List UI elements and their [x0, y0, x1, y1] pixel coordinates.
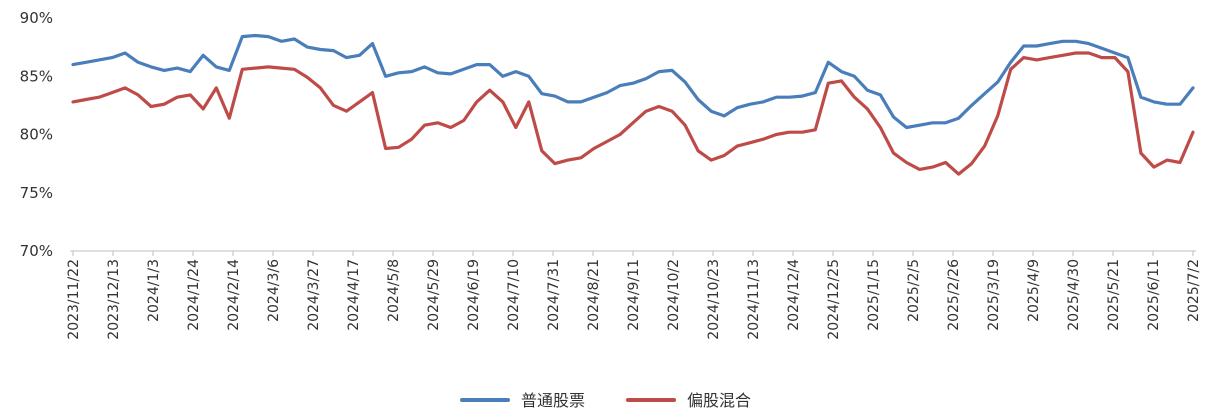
x-tick-label: 2024/10/23: [706, 259, 722, 340]
x-tick-label: 2025/2/26: [946, 259, 962, 331]
x-tick-label: 2024/10/2: [666, 259, 682, 331]
x-tick-label: 2023/11/22: [66, 259, 82, 340]
x-tick-label: 2024/9/11: [626, 259, 642, 331]
x-tick-label: 2024/12/4: [786, 259, 802, 331]
x-tick-label: 2024/1/3: [146, 259, 162, 322]
x-tick-label: 2024/12/25: [826, 259, 842, 340]
legend-label-1: 普通股票: [521, 391, 585, 410]
x-tick-label: 2024/7/31: [546, 259, 562, 331]
series-line-2: [71, 51, 1195, 176]
series-line-1: [71, 33, 1195, 130]
x-tick-label: 2025/2/5: [906, 259, 922, 322]
axes: 70% 75% 80% 85% 90% 2023/11/22 2023/12/13 2024/…: [20, 9, 1202, 340]
x-tick-label: 2024/3/6: [266, 259, 282, 322]
x-tick-label: 2024/7/10: [506, 259, 522, 331]
x-tick-label: 2024/3/27: [306, 259, 322, 331]
x-tick-label: 2025/5/21: [1106, 259, 1122, 331]
x-tick-label: 2024/11/13: [746, 259, 762, 340]
y-tick-label: 70%: [20, 242, 53, 260]
y-tick-label: 80%: [20, 126, 53, 144]
y-tick-label: 90%: [20, 9, 53, 27]
x-tick-label: 2024/6/19: [466, 259, 482, 331]
x-tick-label: 2025/6/11: [1146, 259, 1162, 331]
x-tick-label: 2024/2/14: [226, 259, 242, 331]
y-tick-label: 85%: [20, 67, 53, 85]
x-tick-label: 2024/8/21: [586, 259, 602, 331]
x-tick-label: 2024/4/17: [346, 259, 362, 331]
legend-label-2: 偏股混合: [687, 391, 751, 410]
x-tick-label: 2025/4/30: [1066, 259, 1082, 331]
series-lines: [71, 33, 1195, 176]
x-tick-label: 2024/5/29: [426, 259, 442, 331]
x-tick-label: 2025/1/15: [866, 259, 882, 331]
x-tick-label: 2025/3/19: [986, 259, 1002, 331]
x-tick-label: 2024/5/8: [386, 259, 402, 322]
legend: 普通股票 偏股混合: [460, 391, 751, 410]
x-tick-label: 2025/4/9: [1026, 259, 1042, 322]
y-tick-label: 75%: [20, 184, 53, 202]
x-tick-label: 2023/12/13: [106, 259, 122, 340]
x-tick-label: 2025/7/2: [1186, 259, 1202, 322]
x-tick-label: 2024/1/24: [186, 259, 202, 331]
